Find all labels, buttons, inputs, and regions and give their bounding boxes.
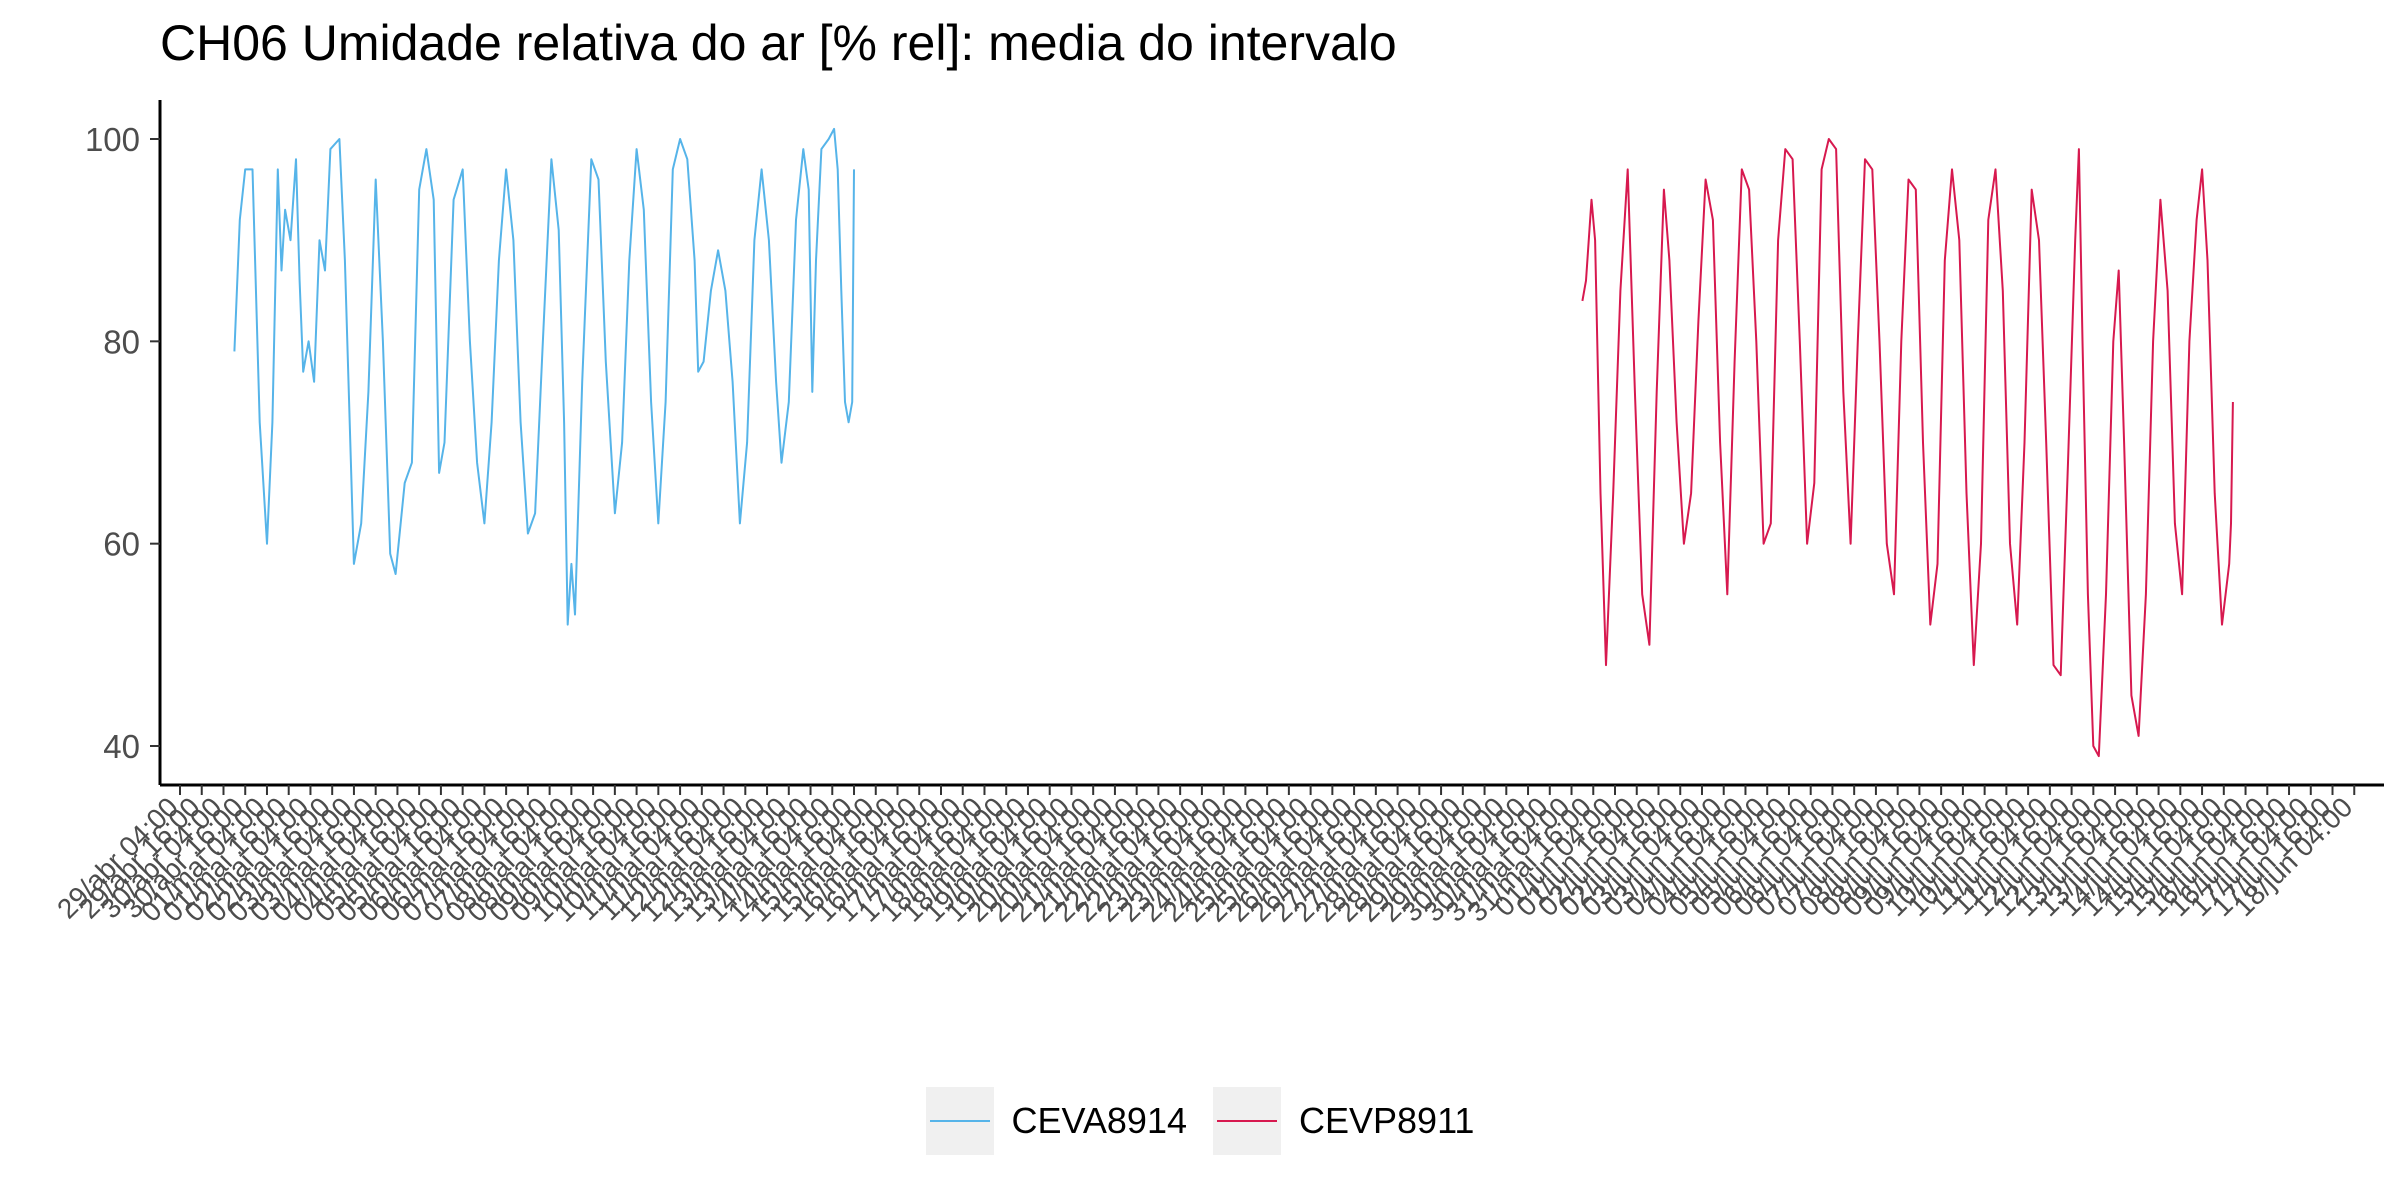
legend-label-cevp8911: CEVP8911 <box>1299 1100 1475 1141</box>
y-axis: 40 60 80 100 <box>85 100 162 785</box>
legend-line-ceva8914 <box>929 1120 990 1122</box>
series-line-ceva8914 <box>233 127 855 626</box>
legend-label-ceva8914: CEVA8914 <box>1011 1100 1187 1141</box>
series-line-cevp8911 <box>1581 138 2234 758</box>
legend: CEVA8914 CEVP8911 <box>0 1085 2400 1157</box>
y-tick-label: 60 <box>103 526 140 563</box>
legend-item-cevp8911: CEVP8911 <box>1213 1087 1474 1155</box>
y-tick-label: 100 <box>85 121 140 158</box>
legend-key-cevp8911 <box>1213 1087 1281 1155</box>
legend-key-ceva8914 <box>925 1087 994 1155</box>
y-tick-label: 80 <box>103 323 140 360</box>
legend-line-cevp8911 <box>1217 1120 1277 1122</box>
legend-item-ceva8914: CEVA8914 <box>925 1087 1187 1155</box>
series-layer <box>233 127 2234 758</box>
chart-title: CH06 Umidade relativa do ar [% rel]: med… <box>160 15 1397 71</box>
y-tick-label: 40 <box>103 728 140 765</box>
